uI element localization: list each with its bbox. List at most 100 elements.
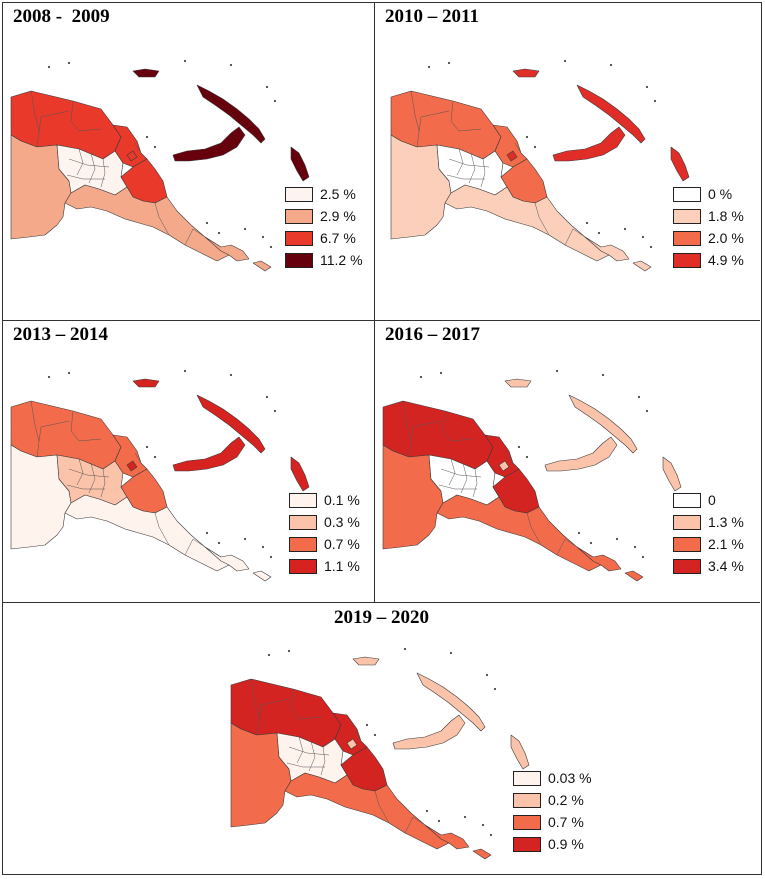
legend: 0 % 1.8 % 2.0 % 4.9 % bbox=[673, 183, 744, 271]
legend-label: 0.1 % bbox=[324, 492, 360, 508]
islet bbox=[425, 809, 429, 813]
islet bbox=[517, 445, 521, 449]
png-map bbox=[10, 59, 310, 272]
region-islands-west bbox=[506, 150, 518, 162]
islet bbox=[205, 531, 209, 535]
islet bbox=[597, 231, 601, 235]
province-border bbox=[36, 420, 70, 458]
islet bbox=[269, 555, 273, 559]
province-border bbox=[68, 158, 110, 168]
legend-item: 0.03 % bbox=[513, 767, 592, 789]
legend-label: 0.7 % bbox=[324, 536, 360, 552]
legend-swatch bbox=[289, 558, 317, 574]
islet bbox=[47, 65, 51, 69]
islet bbox=[265, 395, 269, 399]
islet bbox=[183, 59, 187, 63]
legend-swatch bbox=[285, 252, 313, 268]
islet bbox=[419, 375, 423, 379]
islet bbox=[273, 409, 277, 413]
islet bbox=[493, 687, 497, 691]
region-bougainville bbox=[662, 456, 682, 492]
panel-2013-2014: 2013 – 2014 0.1 % 0.3 % 0.7 % 1.1 % bbox=[3, 321, 375, 603]
islet bbox=[373, 733, 377, 737]
province-border bbox=[556, 538, 578, 556]
islet bbox=[145, 445, 149, 449]
islet bbox=[229, 373, 233, 377]
islet bbox=[463, 815, 467, 819]
legend-item: 1.3 % bbox=[673, 511, 744, 533]
legend-label: 3.4 % bbox=[708, 558, 744, 574]
region-bougainville bbox=[290, 146, 310, 182]
region-new-ireland bbox=[568, 394, 638, 454]
region-new-britain bbox=[552, 126, 626, 162]
islet bbox=[261, 545, 265, 549]
islet bbox=[533, 145, 537, 149]
islet bbox=[623, 227, 627, 231]
islet bbox=[261, 235, 265, 239]
png-map bbox=[382, 369, 682, 582]
region-new-britain bbox=[172, 126, 246, 162]
legend-item: 2.9 % bbox=[285, 205, 363, 227]
province-border bbox=[416, 110, 450, 148]
legend-label: 1.3 % bbox=[708, 514, 744, 530]
province-border bbox=[534, 202, 550, 236]
islet bbox=[563, 59, 567, 63]
legend-label: 2.0 % bbox=[708, 230, 744, 246]
province-border bbox=[66, 174, 105, 180]
region-islands-west bbox=[126, 460, 138, 472]
legend-item: 0.7 % bbox=[513, 811, 592, 833]
province-border bbox=[184, 228, 206, 246]
province-border bbox=[100, 158, 106, 188]
province-border bbox=[70, 410, 102, 442]
legend-swatch bbox=[513, 836, 541, 852]
legend-swatch bbox=[673, 252, 701, 268]
province-border bbox=[438, 484, 477, 490]
province-border bbox=[460, 462, 468, 494]
islet bbox=[449, 651, 453, 655]
province-border bbox=[36, 110, 70, 148]
province-border bbox=[450, 100, 482, 132]
province-border bbox=[506, 452, 514, 464]
islet bbox=[577, 531, 581, 535]
panel-2010-2011: 2010 – 2011 0 % 1.8 % 2.0 % 4.9 % bbox=[375, 3, 760, 321]
legend-item: 0.9 % bbox=[513, 833, 592, 855]
region-manus bbox=[512, 68, 540, 78]
legend-item: 0 % bbox=[673, 183, 744, 205]
islet bbox=[145, 135, 149, 139]
legend: 2.5 % 2.9 % 6.7 % 11.2 % bbox=[285, 183, 363, 271]
legend-label: 0 % bbox=[708, 186, 733, 202]
islet bbox=[601, 373, 605, 377]
legend-swatch bbox=[673, 230, 701, 246]
legend-swatch bbox=[289, 492, 317, 508]
islet bbox=[267, 653, 271, 657]
islet bbox=[641, 235, 645, 239]
region-islands-west bbox=[126, 150, 138, 162]
province-border bbox=[30, 90, 40, 132]
islet bbox=[427, 65, 431, 69]
province-border bbox=[374, 790, 390, 824]
legend-item: 6.7 % bbox=[285, 227, 363, 249]
region-manus bbox=[352, 656, 380, 666]
legend-label: 4.9 % bbox=[708, 252, 744, 268]
panel-2008-2009: 2008 - 2009 2.5 % 2.9 % 6.7 % 11.2 % bbox=[3, 3, 375, 321]
legend-item: 0 bbox=[673, 489, 744, 511]
islet bbox=[403, 647, 407, 651]
province-border bbox=[402, 400, 412, 442]
panel-title: 2016 – 2017 bbox=[385, 324, 480, 345]
islet bbox=[217, 231, 221, 235]
islet bbox=[287, 649, 291, 653]
islet bbox=[615, 537, 619, 541]
region-bougainville bbox=[510, 734, 530, 770]
legend-item: 0.7 % bbox=[289, 533, 360, 555]
region-bougainville bbox=[290, 456, 310, 492]
islet bbox=[447, 61, 451, 65]
province-border bbox=[442, 410, 474, 442]
province-border bbox=[100, 468, 106, 498]
legend-label: 0.03 % bbox=[548, 770, 592, 786]
islet bbox=[633, 545, 637, 549]
legend-item: 2.0 % bbox=[673, 227, 744, 249]
region-manus bbox=[132, 68, 160, 78]
legend-swatch bbox=[289, 514, 317, 530]
legend-label: 0.7 % bbox=[548, 814, 584, 830]
